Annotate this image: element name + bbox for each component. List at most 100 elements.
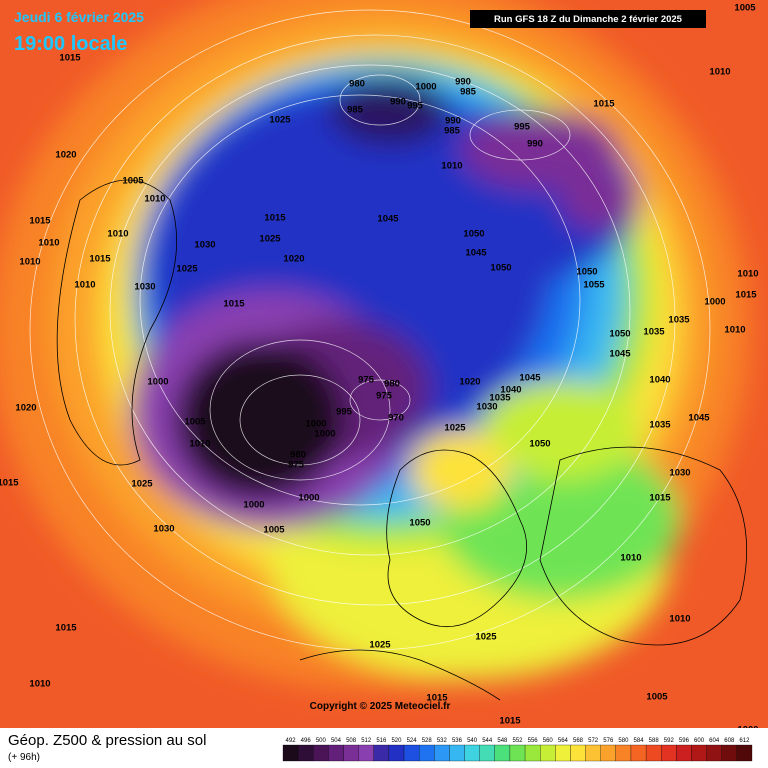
isobar-label: 1010	[709, 67, 730, 78]
colorbar-swatch	[676, 744, 692, 762]
colorbar-label: 592	[664, 738, 675, 744]
isobar-label: 1020	[55, 150, 76, 161]
colorbar-label: 496	[301, 738, 312, 744]
isobar-label: 1005	[263, 525, 285, 536]
isobar-label: 1000	[147, 377, 168, 388]
map-field	[0, 0, 768, 728]
colorbar-label: 512	[361, 738, 372, 744]
isobar-label: 1015	[264, 213, 286, 224]
isobar-label: 1050	[409, 518, 430, 529]
isobar-label: 990	[390, 97, 406, 108]
isobar-label: 1000	[415, 82, 436, 93]
isobar-label: 1010	[189, 439, 210, 450]
isobar-label: 1020	[283, 254, 304, 265]
isobar-label: 1015	[735, 290, 757, 301]
isobar-label: 1030	[476, 402, 497, 413]
colorbar-label: 588	[649, 738, 660, 744]
footer-lead: (+ 96h)	[8, 752, 40, 763]
forecast-date: Jeudi 6 février 2025	[14, 9, 144, 25]
colorbar-swatch	[630, 744, 647, 762]
colorbar-swatch	[297, 744, 314, 762]
isobar-label: 1025	[259, 234, 281, 245]
isobar-label: 1010	[38, 238, 59, 249]
isobar-label: 1045	[465, 248, 487, 259]
colorbar-label: 576	[603, 738, 614, 744]
isobar-label: 1015	[593, 99, 615, 110]
isobar-label: 985	[460, 87, 477, 98]
colorbar-swatch	[736, 744, 753, 762]
colorbar-swatch	[313, 744, 329, 762]
isobar-label: 1020	[459, 377, 480, 388]
colorbar-label: 584	[634, 738, 645, 744]
isobar-label: 1025	[269, 115, 291, 126]
isobar-label: 1030	[153, 524, 174, 535]
colorbar-label: 596	[679, 738, 690, 744]
isobar-label: 1000	[314, 429, 335, 440]
isobar-label: 1015	[55, 623, 77, 634]
colorbar-swatch	[358, 744, 374, 762]
colorbar-swatch	[464, 744, 480, 762]
forecast-time: 19:00 locale	[14, 33, 127, 55]
isobar-label: 970	[388, 413, 404, 424]
isobar-label: 1020	[15, 403, 36, 414]
colorbar-label: 560	[543, 738, 554, 744]
colorbar-swatch	[524, 744, 541, 762]
colorbar-swatch	[555, 744, 571, 762]
isobar-label: 1050	[609, 329, 630, 340]
run-info: Run GFS 18 Z du Dimanche 2 février 2025	[494, 14, 683, 25]
colorbar-label: 520	[391, 738, 402, 744]
isobar-label: 1025	[176, 264, 198, 275]
colorbar-swatch	[419, 744, 435, 762]
colorbar-swatch	[661, 744, 677, 762]
isobar-label: 1025	[444, 423, 466, 434]
isobar-label: 1005	[734, 3, 756, 14]
isobar-label: 1010	[29, 679, 50, 690]
isobar-label: 995	[514, 122, 531, 133]
isobar-label: 985	[347, 105, 364, 116]
isobar-label: 1010	[74, 280, 95, 291]
colorbar-label: 604	[709, 738, 720, 744]
colorbar-label: 572	[588, 738, 599, 744]
colorbar: 492 496 500 504 508 512 516 520 524 528 532 536 540 5…	[282, 738, 753, 762]
isobar-label: 995	[407, 101, 424, 112]
isobar-label: 990	[527, 139, 543, 150]
colorbar-label: 564	[558, 738, 569, 744]
colorbar-label: 528	[422, 738, 433, 744]
isobar-label: 1050	[490, 263, 511, 274]
isobar-label: 1010	[669, 614, 690, 625]
isobar-label: 1055	[583, 280, 605, 291]
isobar-label: 1015	[89, 254, 111, 265]
isobar-label: 1040	[500, 385, 521, 396]
isobar-label: 1010	[19, 257, 40, 268]
isobar-label: 1025	[131, 479, 153, 490]
isobar-label: 1000	[243, 500, 264, 511]
isobar-label: 1025	[475, 632, 497, 643]
isobar-label: 1005	[184, 417, 206, 428]
colorbar-label: 568	[573, 738, 584, 744]
colorbar-label: 544	[482, 738, 493, 744]
isobar-label: 980	[290, 450, 306, 461]
colorbar-swatch	[343, 744, 359, 762]
colorbar-swatch	[282, 744, 299, 762]
footer-title: Géop. Z500 & pression au sol	[8, 732, 206, 749]
colorbar-label: 552	[512, 738, 523, 744]
isobar-label: 1010	[441, 161, 462, 172]
colorbar-label: 548	[497, 738, 508, 744]
isobar-label: 1010	[107, 229, 128, 240]
colorbar-label: 516	[376, 738, 387, 744]
colorbar-swatch	[479, 744, 495, 762]
isobar-label: 1015	[499, 716, 521, 727]
colorbar-swatch	[388, 744, 405, 762]
colorbar-label: 608	[724, 738, 735, 744]
isobar-label: 1025	[369, 640, 391, 651]
colorbar-swatch	[585, 744, 601, 762]
isobar-label: 1045	[377, 214, 399, 225]
isobar-label: 1010	[724, 325, 745, 336]
isobar-label: 975	[358, 375, 375, 386]
colorbar-swatch	[403, 744, 420, 762]
colorbar-label: 524	[407, 738, 418, 744]
isobar-label: 1050	[576, 267, 597, 278]
copyright: Copyright © 2025 Meteociel.fr	[310, 701, 451, 712]
